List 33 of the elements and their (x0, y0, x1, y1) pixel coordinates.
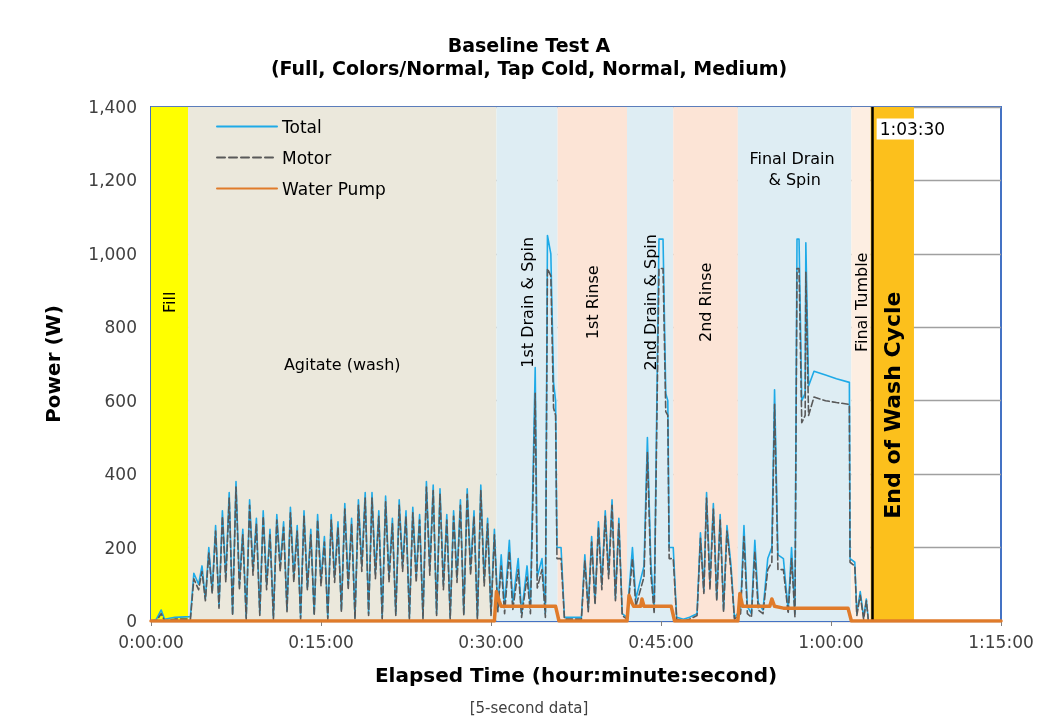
band-label: Final Drain & Spin (749, 148, 840, 189)
x-tick-label: 0:00:00 (118, 631, 184, 652)
y-tick-label: 800 (104, 317, 137, 338)
y-tick-label: 1,000 (88, 243, 137, 264)
x-axis-title: Elapsed Time (hour:minute:second) (374, 663, 778, 687)
band-label: 1st Drain & Spin (517, 236, 537, 368)
band-label: Fill (160, 291, 180, 314)
x-tick-label: 1:15:00 (968, 631, 1034, 652)
y-tick-label: 0 (126, 611, 137, 631)
y-tick-label: 1,200 (88, 170, 137, 191)
chart-title: Baseline Test A (447, 33, 611, 56)
text: [5-second data] (469, 699, 589, 717)
band-label: End of Wash Cycle (879, 291, 905, 519)
band-label: 1st Rinse (582, 265, 602, 340)
ref-line-label: 1:03:30 (879, 119, 946, 139)
y-tick-label: 400 (104, 464, 137, 485)
band-label: 2nd Drain & Spin (640, 234, 660, 371)
line-series (149, 589, 1003, 623)
y-tick-label: 200 (104, 537, 137, 558)
chart-subtitle: (Full, Colors/Normal, Tap Cold, Normal, Medium) (270, 56, 788, 79)
band-label: 2nd Rinse (696, 262, 716, 343)
y-tick-label: 1,400 (88, 97, 137, 117)
x-tick-label: 0:30:00 (458, 631, 524, 652)
x-tick-label: 0:15:00 (288, 631, 354, 652)
x-tick-label: 0:45:00 (628, 631, 694, 652)
legend-label: Motor (282, 147, 332, 168)
legend-label: Total (281, 116, 322, 137)
band-label: Final Tumble (851, 252, 871, 353)
y-axis-title: Power (W) (41, 305, 65, 423)
band-label: Agitate (wash) (283, 354, 401, 374)
legend-label: Water Pump (282, 178, 386, 199)
x-tick-label: 1:00:00 (798, 631, 864, 652)
y-tick-label: 600 (104, 390, 137, 411)
